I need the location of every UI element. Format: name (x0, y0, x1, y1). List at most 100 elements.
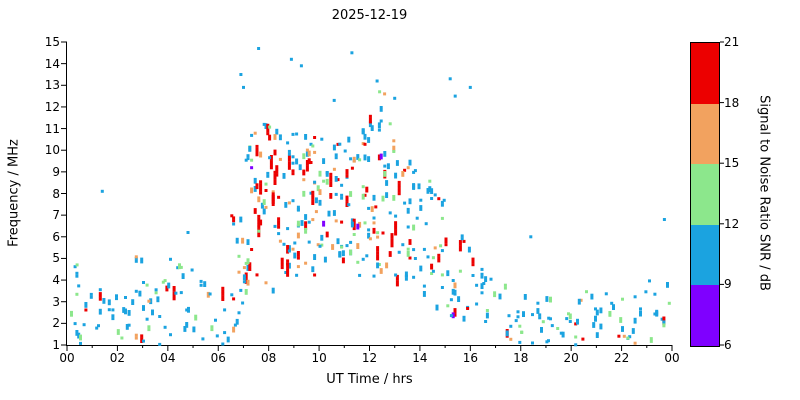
data-point (280, 257, 284, 261)
data-point (561, 331, 565, 335)
data-point (304, 136, 308, 140)
data-point (307, 161, 311, 165)
data-point (296, 235, 300, 239)
data-point (296, 220, 300, 224)
data-point (367, 232, 371, 236)
data-point (181, 276, 185, 279)
data-point (304, 224, 308, 228)
data-point (538, 313, 542, 317)
data-point (169, 333, 172, 337)
data-point (311, 144, 315, 148)
data-point (172, 294, 176, 298)
data-point (621, 326, 624, 330)
data-point (345, 204, 349, 207)
data-point (397, 192, 401, 196)
data-point (390, 244, 394, 248)
data-point (392, 139, 396, 143)
data-point (134, 333, 138, 337)
data-point (304, 230, 308, 234)
data-point (311, 202, 315, 205)
data-point (296, 232, 300, 236)
data-point (462, 239, 466, 243)
data-point (395, 283, 399, 287)
data-point (518, 324, 522, 328)
data-point (349, 191, 353, 195)
data-point (302, 169, 306, 173)
data-point (248, 268, 252, 271)
data-point (140, 340, 144, 343)
data-point (235, 321, 239, 325)
data-point (286, 265, 290, 269)
data-point (332, 147, 336, 151)
data-point (458, 248, 462, 252)
data-point (599, 323, 603, 327)
data-point (633, 317, 637, 321)
data-point (79, 341, 82, 345)
data-point (345, 195, 349, 199)
data-point (617, 334, 621, 338)
data-point (413, 169, 417, 173)
data-point (314, 197, 318, 201)
data-point (388, 211, 392, 215)
data-point (408, 256, 412, 260)
data-point (386, 166, 390, 170)
data-point (186, 231, 190, 234)
data-point (95, 326, 99, 330)
data-point (419, 205, 423, 209)
data-point (435, 307, 439, 311)
data-point (275, 170, 279, 174)
data-point (590, 293, 594, 297)
data-point (232, 222, 236, 226)
data-point (516, 310, 520, 314)
data-point (239, 219, 243, 223)
data-point (361, 196, 365, 200)
y-tick-label: 7 (52, 208, 60, 223)
data-point (145, 317, 149, 321)
y-tick-label: 12 (44, 99, 60, 114)
data-point (266, 123, 270, 127)
data-point (408, 201, 412, 205)
data-point (287, 265, 291, 269)
data-point (269, 155, 273, 158)
data-point (332, 212, 336, 216)
data-point (367, 206, 371, 210)
data-point (250, 158, 254, 162)
data-point (374, 205, 378, 209)
data-point (226, 336, 230, 340)
data-point (377, 154, 381, 158)
data-point (124, 311, 127, 315)
data-point (397, 250, 401, 254)
data-point (356, 260, 360, 264)
data-point (266, 126, 270, 130)
colorbar-label: Signal to Noise Ratio SNR / dB (756, 95, 772, 291)
data-point (271, 203, 275, 206)
data-point (75, 271, 79, 275)
data-point (275, 173, 279, 177)
data-point (242, 85, 245, 89)
data-point (480, 286, 484, 289)
data-point (453, 94, 457, 98)
data-point (440, 200, 444, 204)
data-point (286, 273, 290, 277)
data-point (314, 200, 318, 204)
data-point (368, 120, 372, 124)
data-point (273, 152, 277, 156)
data-point (327, 210, 331, 214)
data-point (372, 230, 376, 234)
data-point (156, 296, 160, 300)
data-point (138, 290, 142, 294)
data-point (376, 246, 380, 250)
data-point (235, 318, 239, 322)
data-point (313, 136, 317, 139)
y-tick-label: 13 (44, 78, 60, 93)
data-point (273, 176, 277, 180)
data-point (338, 254, 342, 258)
data-point (147, 325, 151, 329)
data-point (350, 221, 354, 225)
data-point (255, 144, 259, 148)
data-point (287, 201, 291, 205)
data-point (327, 213, 331, 217)
data-point (237, 270, 241, 274)
data-point (107, 308, 111, 312)
